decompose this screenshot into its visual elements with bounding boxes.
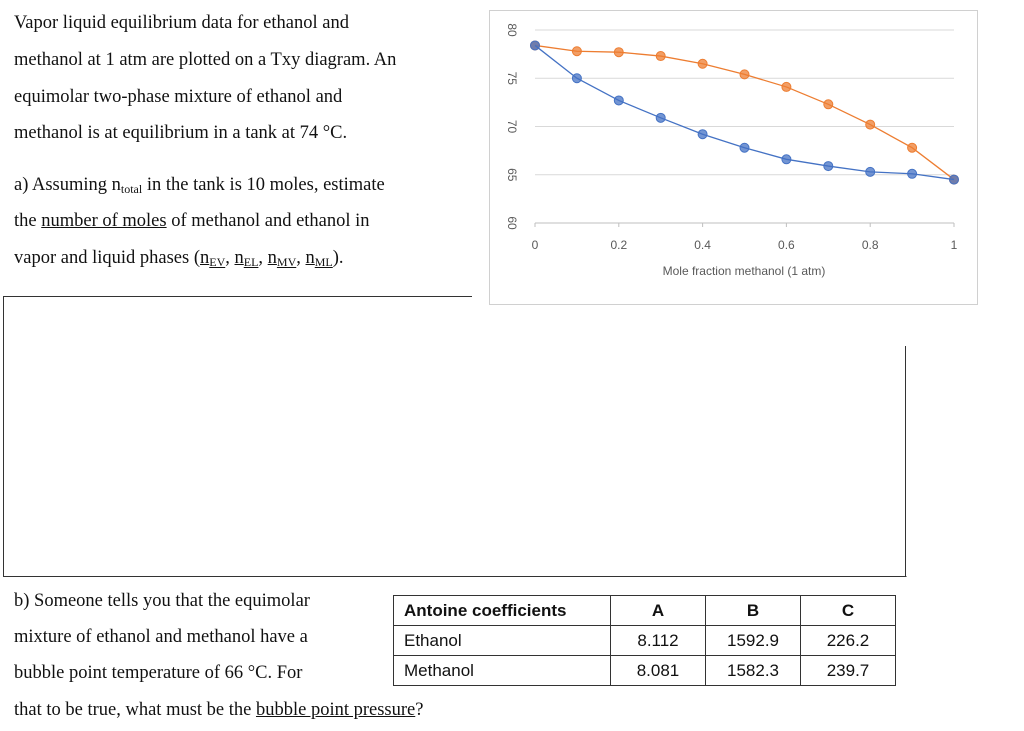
data-point [949,174,959,185]
data-point [907,168,918,179]
subscript: EV [209,255,226,269]
text-line: methanol at 1 atm are plotted on a Txy d… [14,50,397,70]
text: n [200,248,210,268]
y-tick-label: 65 [505,168,519,182]
text: , [296,248,306,268]
answer-box [3,296,907,577]
text: that to be true, what must be the [14,700,256,720]
cell: 8.081 [610,655,706,686]
text: bubble point pressure [255,700,416,720]
text: n [305,248,315,268]
x-axis-label: Mole fraction methanol (1 atm) [663,264,826,278]
cell: B [705,595,801,626]
text: ? [415,700,424,720]
cell: 226.2 [800,625,896,656]
text-line: Vapor liquid equilibrium data for ethano… [14,13,349,33]
text: n [267,248,277,268]
text: , [258,248,268,268]
cell: 8.112 [610,625,706,656]
text: ). [332,248,344,268]
y-tick-label: 75 [505,72,519,86]
data-point [865,166,876,177]
data-point [655,112,666,123]
x-tick-label: 0.6 [778,238,795,252]
text: vapor and liquid phases ( [14,248,200,268]
text: n [111,175,121,195]
cell: C [800,595,896,626]
x-tick-label: 1 [951,238,958,252]
x-tick-label: 0 [532,238,539,252]
cell: Antoine coefficients [393,595,611,626]
y-tick-label: 70 [505,120,519,134]
data-point [739,69,750,80]
table-row: Methanol 8.081 1582.3 239.7 [393,655,896,686]
cell: A [610,595,706,626]
box-edge [3,296,472,297]
subscript: ML [314,255,333,269]
data-point [781,154,792,165]
data-point [655,51,666,62]
cell: Methanol [393,655,611,686]
text: a) Assuming [14,175,112,195]
y-tick-label: 60 [505,216,519,230]
cell: Ethanol [393,625,611,656]
text-line: mixture of ethanol and methanol have a [14,627,308,647]
data-point [530,40,540,51]
y-tick-label: 80 [505,23,519,37]
data-point [865,119,876,130]
antoine-table: Antoine coefficients A B C Ethanol 8.112 1592… [393,595,896,686]
data-point [613,47,624,58]
data-point [697,129,708,140]
text: , [225,248,235,268]
text: n [234,248,244,268]
text: number of moles [41,211,167,231]
chart: Mole fraction methanol (1 atm) 60 65 70 75 8… [489,10,978,305]
data-point [613,95,624,106]
text-line: bubble point temperature of 66 °C. For [14,663,303,683]
cell: 1592.9 [705,625,801,656]
subscript: EL [243,255,259,269]
series-line [534,44,955,181]
x-tick-label: 0.2 [610,238,627,252]
subscript: MV [276,255,297,269]
x-tick-label: 0.4 [694,238,711,252]
data-point [571,73,582,84]
data-point [697,58,708,69]
text: of methanol and ethanol in [166,211,370,231]
data-point [907,142,918,153]
x-tick-label: 0.8 [862,238,879,252]
series-line [534,44,955,181]
cell: 1582.3 [705,655,801,686]
data-point [571,46,582,57]
table-row: Ethanol 8.112 1592.9 226.2 [393,625,896,656]
table-header: Antoine coefficients A B C [393,595,896,626]
text-line: the number of moles of methanol and etha… [14,210,370,232]
data-point [781,81,792,92]
data-point [823,99,834,110]
box-edge [905,346,906,576]
text-line: a) Assuming ntotal in the tank is 10 mol… [14,174,385,200]
text-line: that to be true, what must be the bubble… [14,699,423,721]
cell: 239.7 [800,655,896,686]
text-line: equimolar two-phase mixture of ethanol a… [14,87,343,107]
text-line: methanol is at equilibrium in a tank at … [14,123,348,143]
subscript: total [120,182,143,196]
text: in the tank is 10 moles, estimate [142,175,385,195]
data-point [739,142,750,153]
text-line: b) Someone tells you that the equimolar [14,591,310,611]
text: the [14,211,42,231]
data-point [823,161,834,172]
text-line: vapor and liquid phases (nEV, nEL, nMV, … [14,247,344,273]
